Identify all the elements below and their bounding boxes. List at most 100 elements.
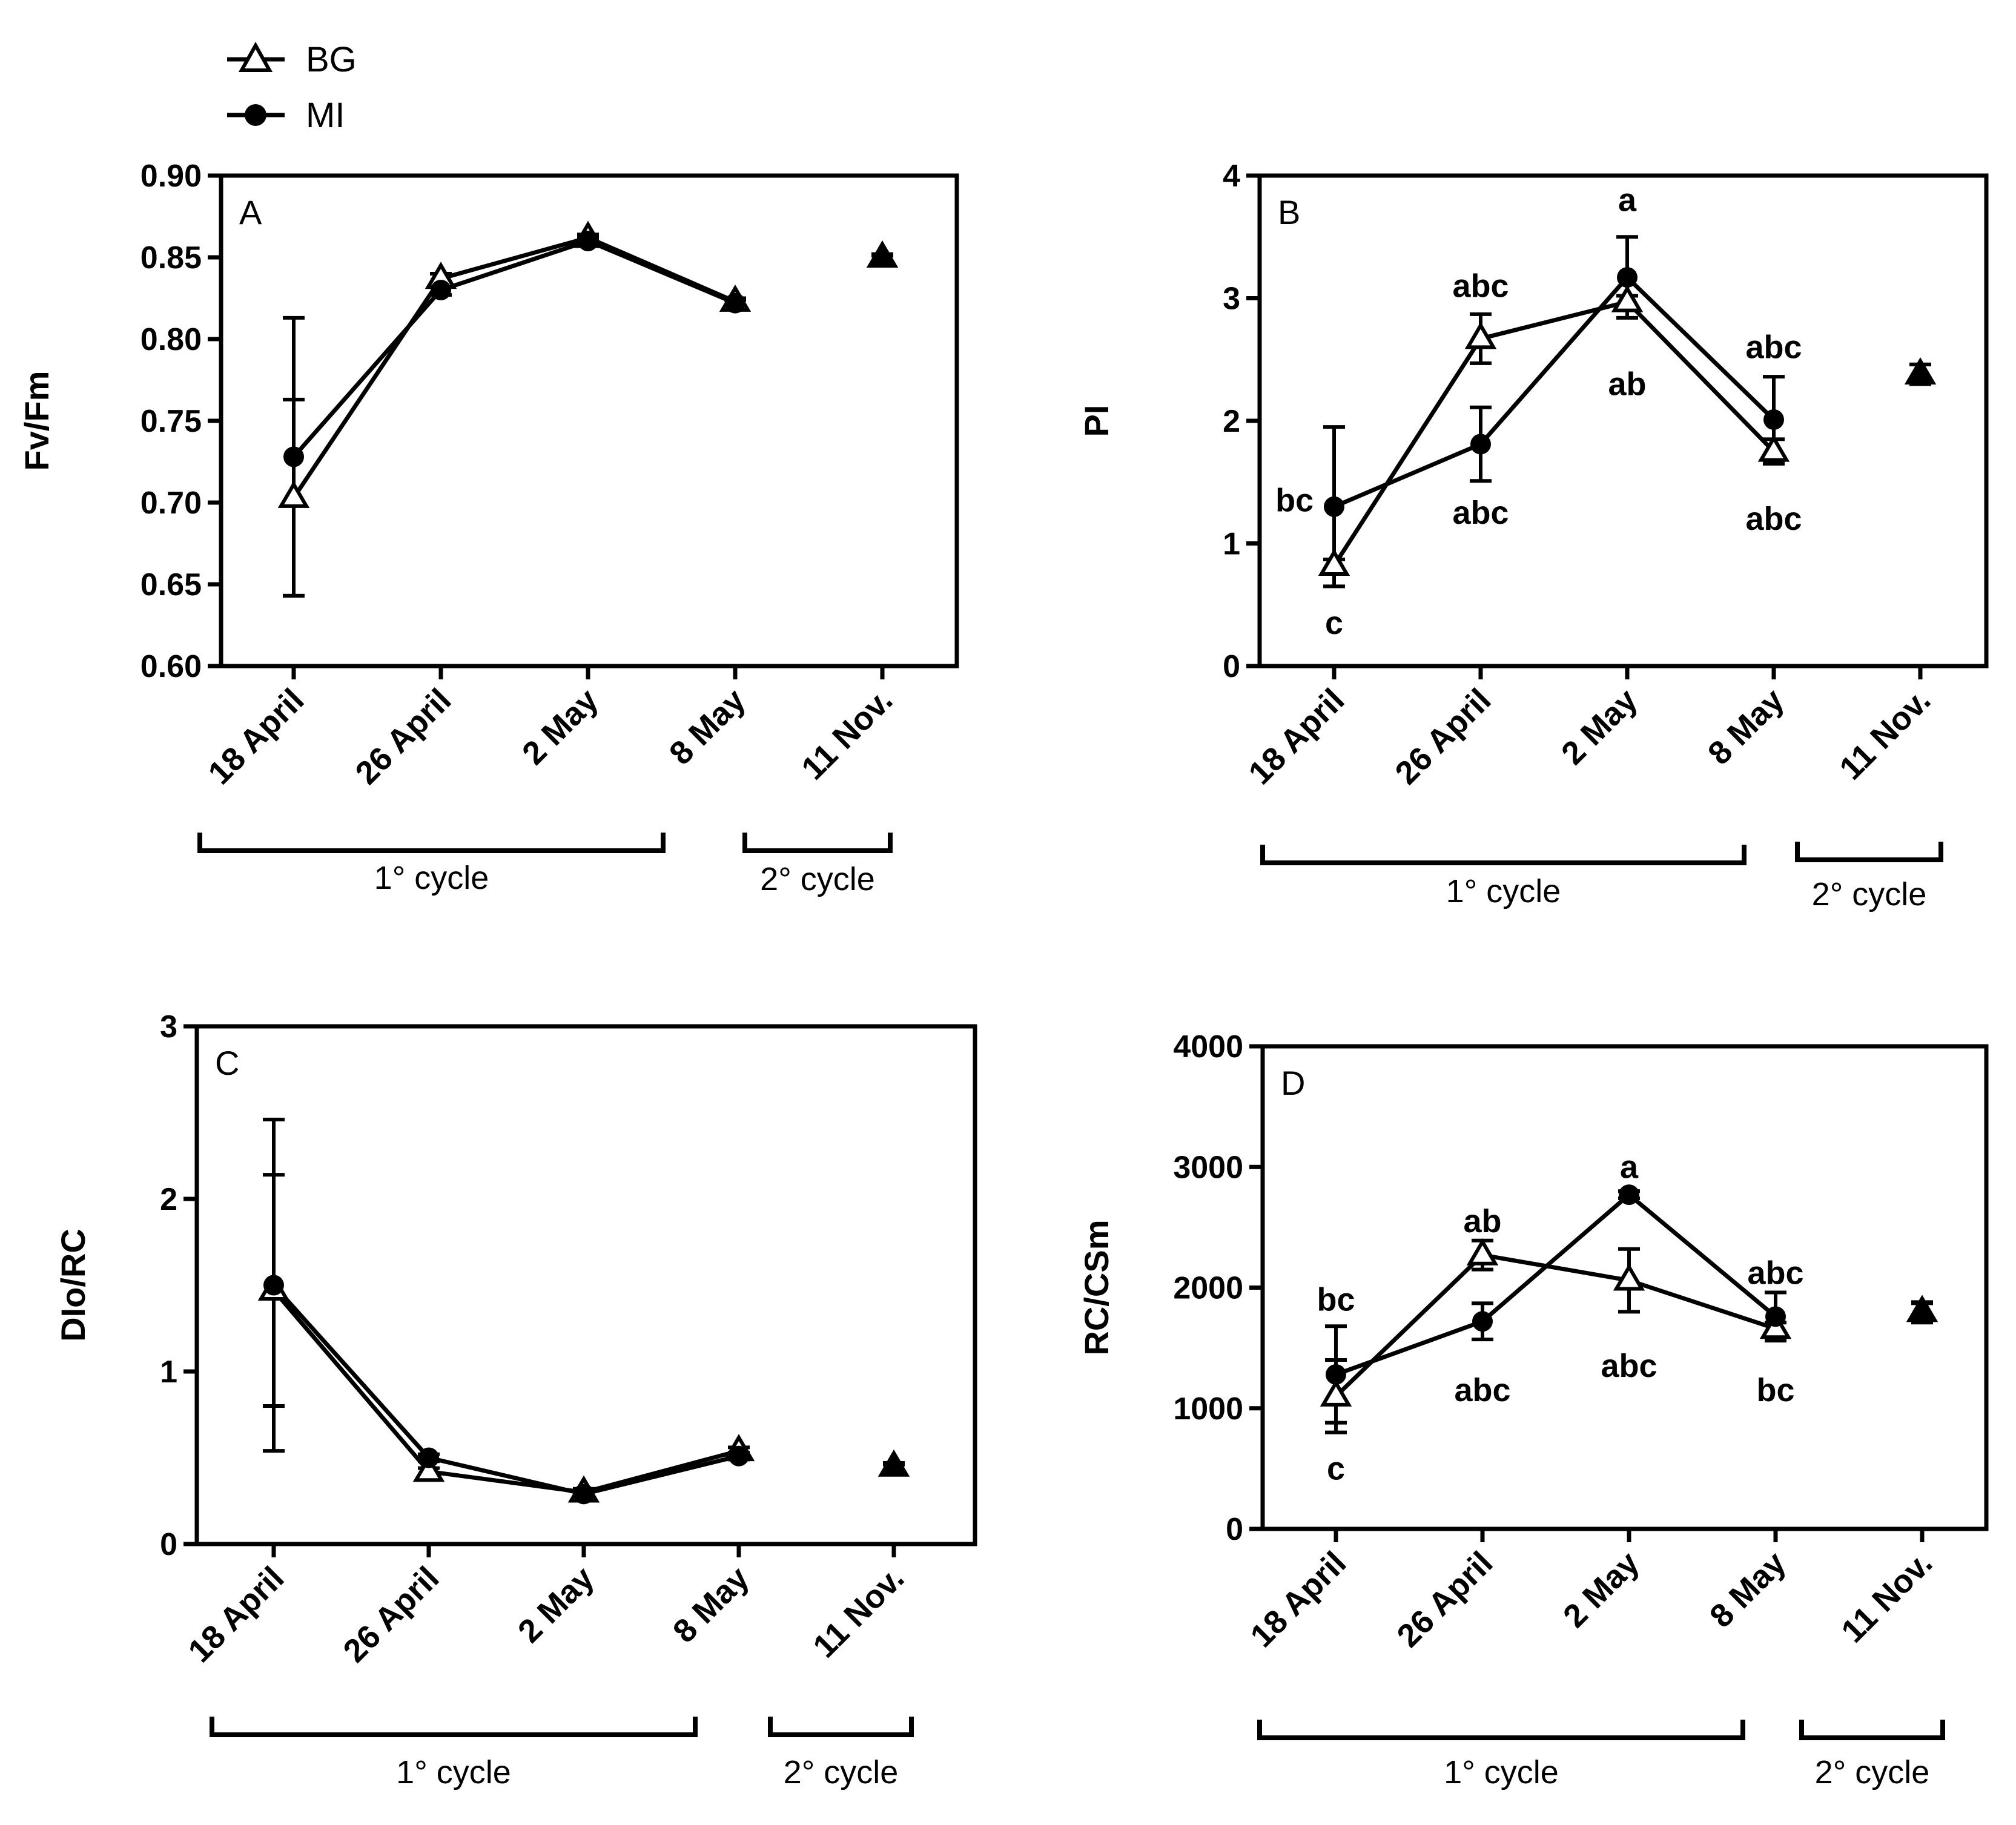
- series-line-mi: [272, 1284, 739, 1496]
- panel-letter: A: [239, 193, 262, 231]
- y-tick-label: 4: [1223, 159, 1240, 194]
- cycle-bracket: [1799, 1720, 1945, 1740]
- point-mi: [1470, 434, 1491, 455]
- cycle-label: 2° cycle: [760, 861, 875, 897]
- point-mi: [729, 1445, 749, 1467]
- y-tick-label: 2: [160, 1182, 177, 1217]
- point-mi: [573, 1483, 594, 1505]
- panel-letter: D: [1281, 1064, 1305, 1102]
- point-mi: [725, 292, 745, 314]
- significance-label: abc: [1745, 329, 1802, 366]
- point-bg: [1613, 1263, 1645, 1291]
- x-tick-label: 11 Nov.: [795, 682, 899, 787]
- legend-bg-symbol: [227, 41, 285, 72]
- x-tick-label: 26 April: [336, 1560, 446, 1669]
- point-mi: [263, 1275, 284, 1296]
- x-tick-label: 2 May: [1555, 682, 1645, 772]
- y-tick-label: 0.65: [140, 567, 202, 602]
- significance-label: bc: [1317, 1281, 1355, 1318]
- cycle-label: 1° cycle: [374, 860, 489, 896]
- y-tick-label: 0.85: [140, 240, 202, 276]
- point-bg: [1464, 322, 1497, 349]
- point-mi: [431, 280, 451, 300]
- x-tick-label: 18 April: [181, 1560, 291, 1669]
- point-mi: [1914, 368, 1926, 381]
- x-tick-label: 26 April: [1388, 682, 1498, 791]
- point-mi: [888, 1462, 900, 1474]
- significance-label: abc: [1452, 495, 1509, 531]
- y-tick-label: 0.60: [140, 649, 202, 684]
- significance-label: bc: [1756, 1372, 1794, 1408]
- point-mi: [1472, 1311, 1493, 1332]
- point-mi: [418, 1447, 439, 1468]
- x-tick-label: 8 May: [666, 1560, 756, 1650]
- y-tick-label: 0.70: [140, 486, 202, 521]
- panel-b: B 0 1 2 3 4 PI 18 April 26 April 2 May 8 May 11 Nov…: [1077, 159, 1989, 912]
- y-axis-title: Fv/Fm: [18, 371, 56, 471]
- x-tick-label: 2 May: [515, 682, 606, 772]
- y-axis-title: PI: [1077, 405, 1115, 437]
- point-mi: [876, 252, 888, 265]
- point-bg: [1611, 285, 1644, 312]
- point-mi: [1763, 409, 1784, 430]
- significance-label: ab: [1608, 366, 1646, 402]
- cycle-bracket: [210, 1717, 698, 1737]
- point-bg: [1757, 434, 1790, 462]
- x-tick-label: 8 May: [663, 682, 753, 772]
- y-tick-label: 1: [1223, 527, 1240, 562]
- series-line-mi: [292, 239, 736, 458]
- y-tick-label: 2000: [1173, 1271, 1243, 1306]
- point-mi: [1617, 267, 1638, 288]
- cycle-bracket: [197, 833, 666, 853]
- significance-label: c: [1325, 605, 1343, 641]
- point-bg: [1318, 548, 1350, 576]
- x-tick-label: 2 May: [1556, 1545, 1647, 1635]
- x-tick-label: 8 May: [1703, 1545, 1793, 1635]
- series-line-mi: [1335, 1192, 1777, 1377]
- cycle-bracket: [1257, 1720, 1745, 1740]
- panels: A 0.60 0.65 0.70 0.75 0.80 0.85 0.90 Fv/Fm 18 Apr…: [18, 159, 1989, 1790]
- y-tick-label: 1000: [1173, 1391, 1243, 1427]
- series-line-bg: [1332, 300, 1776, 567]
- point-mi: [1619, 1184, 1639, 1206]
- series-line-bg: [1334, 1253, 1777, 1398]
- legend-bg-label: BG: [306, 40, 357, 79]
- significance-label: a: [1620, 1149, 1639, 1185]
- cycle-label: 2° cycle: [1812, 876, 1927, 912]
- cycle-bracket: [742, 833, 893, 853]
- series-line-bg: [272, 1289, 739, 1494]
- x-tick-label: 11 Nov.: [1834, 1545, 1939, 1649]
- cycle-bracket: [1795, 842, 1943, 862]
- y-tick-label: 3000: [1173, 1150, 1243, 1185]
- significance-label: abc: [1745, 501, 1802, 537]
- y-axis-title: DIo/RC: [54, 1229, 92, 1342]
- x-tick-label: 8 May: [1701, 682, 1791, 772]
- panel-a: A 0.60 0.65 0.70 0.75 0.80 0.85 0.90 Fv/Fm 18 Apr…: [18, 159, 959, 897]
- cycle-bracket: [1260, 845, 1747, 865]
- x-tick-label: 18 April: [1241, 682, 1351, 791]
- y-tick-label: 0.90: [140, 159, 202, 194]
- panel-letter: B: [1278, 193, 1300, 231]
- significance-label: abc: [1747, 1255, 1803, 1292]
- point-bg: [412, 1454, 445, 1482]
- y-tick-label: 1: [160, 1355, 177, 1390]
- panel-d: D 0 1000 2000 3000 4000 RC/CSm 18 April 26 April…: [1077, 1029, 1989, 1790]
- significance-label: abc: [1601, 1348, 1657, 1384]
- y-axis-title: RC/CSm: [1077, 1219, 1115, 1355]
- y-tick-label: 3: [160, 1009, 177, 1045]
- x-tick-label: 26 April: [348, 682, 458, 791]
- series-line-mi: [1333, 275, 1776, 509]
- y-tick-label: 3: [1223, 282, 1240, 317]
- legend-mi-label: MI: [306, 96, 345, 135]
- cycle-label: 1° cycle: [396, 1754, 511, 1790]
- point-mi: [578, 231, 598, 251]
- legend: BG MI: [227, 40, 357, 135]
- point-mi: [1324, 496, 1344, 517]
- x-tick-label: 18 April: [1243, 1545, 1353, 1654]
- point-mi: [1916, 1307, 1928, 1319]
- x-tick-label: 26 April: [1390, 1545, 1499, 1654]
- plot-frame: [1257, 173, 1989, 668]
- y-tick-label: 0.75: [140, 404, 202, 439]
- x-tick-label: 18 April: [201, 682, 311, 791]
- y-tick-label: 0: [160, 1527, 177, 1562]
